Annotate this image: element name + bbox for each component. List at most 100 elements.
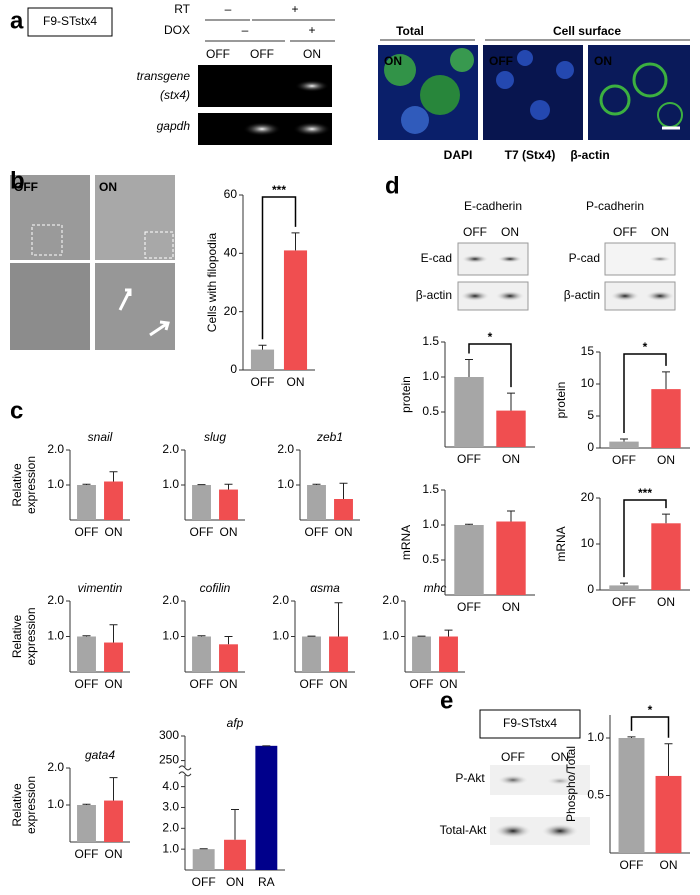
bar	[496, 410, 526, 447]
y-tick-label: 4.0	[162, 779, 179, 793]
significance-bracket	[630, 716, 670, 738]
error-bar	[82, 483, 91, 485]
cell	[401, 106, 429, 134]
zoom-box	[144, 231, 174, 259]
y-tick-label: 1.0	[47, 477, 64, 491]
error-bar	[507, 392, 515, 411]
y-tick-label: 2.0	[162, 442, 179, 456]
micrograph	[95, 263, 175, 350]
x-tick-label: ON	[105, 847, 123, 861]
zoom-box	[31, 224, 63, 256]
y-tick-label: 1.0	[422, 517, 439, 531]
bar	[77, 485, 96, 520]
y-tick-label: 0.5	[587, 788, 604, 802]
y-tick-label: 15	[581, 344, 595, 358]
x-tick-label: OFF	[305, 525, 329, 539]
x-tick-label: ON	[105, 525, 123, 539]
cell	[517, 50, 533, 66]
error-bar	[82, 803, 91, 805]
cell-line-box	[27, 7, 113, 37]
y-tick-label: 2.0	[272, 593, 289, 607]
error-bar	[224, 483, 233, 490]
cell	[496, 71, 514, 89]
blot-band	[496, 291, 524, 301]
chart-title: zeb1	[316, 430, 343, 444]
y-tick-label: 0.5	[422, 404, 439, 418]
cell-line: F9-STstx4	[43, 14, 97, 28]
lane-label: OFF	[613, 225, 637, 239]
image-label: OFF	[14, 180, 38, 194]
x-tick-label: OFF	[251, 375, 275, 389]
error-bar	[620, 582, 628, 586]
y-tick-label: 2.0	[47, 442, 64, 456]
y-tick-label: 1.0	[382, 629, 399, 643]
y-tick-label: 10	[581, 376, 595, 390]
error-bar	[339, 482, 348, 499]
bar	[77, 805, 96, 842]
sign: +	[308, 23, 315, 37]
x-tick-label: OFF	[300, 677, 324, 691]
x-tick-label: ON	[287, 375, 305, 389]
error-bar	[109, 624, 118, 643]
row-label: P-Akt	[455, 771, 485, 785]
y-axis-label: protein	[554, 382, 568, 419]
error-bar	[664, 743, 673, 776]
chart-title: mhc	[424, 581, 447, 595]
micrograph	[10, 175, 90, 260]
chart-title: slug	[204, 430, 226, 444]
y-tick-label: 60	[224, 187, 238, 201]
significance: *	[488, 330, 493, 344]
gel-band	[243, 122, 281, 136]
image-label: ON	[99, 180, 117, 194]
bar	[77, 636, 96, 672]
blot-title: E-cadherin	[464, 199, 522, 213]
y-tick-label: 2.0	[162, 593, 179, 607]
error-bar	[224, 636, 233, 645]
micrograph	[10, 263, 90, 350]
bar	[250, 349, 275, 370]
x-tick-label: ON	[220, 525, 238, 539]
x-tick-label: ON	[657, 595, 675, 609]
lane-label: OFF	[501, 750, 525, 764]
blot-band	[495, 824, 531, 838]
cell	[450, 48, 474, 72]
y-tick-label: 2.0	[47, 593, 64, 607]
y-axis-label: Relative	[10, 463, 24, 507]
y-axis-label: Phospho/Total	[564, 746, 578, 822]
x-tick-label: RA	[258, 875, 275, 889]
y-tick-label: 1.0	[47, 629, 64, 643]
panel-label: b	[10, 167, 25, 194]
y-tick-label: 2.0	[382, 593, 399, 607]
error-bar	[662, 371, 670, 390]
lane-label: OFF	[206, 47, 230, 61]
image-label: ON	[594, 54, 612, 68]
significance: *	[648, 703, 653, 717]
blot-band	[646, 291, 674, 301]
y-tick-label: 1.0	[272, 629, 289, 643]
y-axis-label: expression	[24, 456, 38, 514]
y-tick-label: 0	[587, 582, 594, 596]
bar	[104, 481, 123, 520]
error-bar	[82, 635, 91, 637]
significance-bracket	[623, 499, 667, 578]
bar	[496, 521, 526, 595]
y-tick-label: 1.0	[422, 369, 439, 383]
stain-label: β-actin	[570, 148, 609, 162]
bar	[219, 489, 238, 520]
y-axis-label: Relative	[10, 615, 24, 659]
bar	[651, 389, 681, 448]
micrograph	[95, 175, 175, 260]
row-label: β-actin	[416, 288, 452, 302]
arrow	[149, 320, 170, 337]
y-tick-label: 250	[159, 753, 179, 767]
gel-row: gapdh	[157, 119, 191, 133]
micrographs	[378, 45, 690, 140]
y-tick-label: 1.0	[277, 477, 294, 491]
image-label: OFF	[489, 54, 513, 68]
blot-band	[461, 291, 489, 301]
image-label: ON	[384, 54, 402, 68]
x-tick-label: OFF	[620, 858, 644, 872]
error-bar	[109, 777, 118, 801]
significance: *	[643, 340, 648, 354]
